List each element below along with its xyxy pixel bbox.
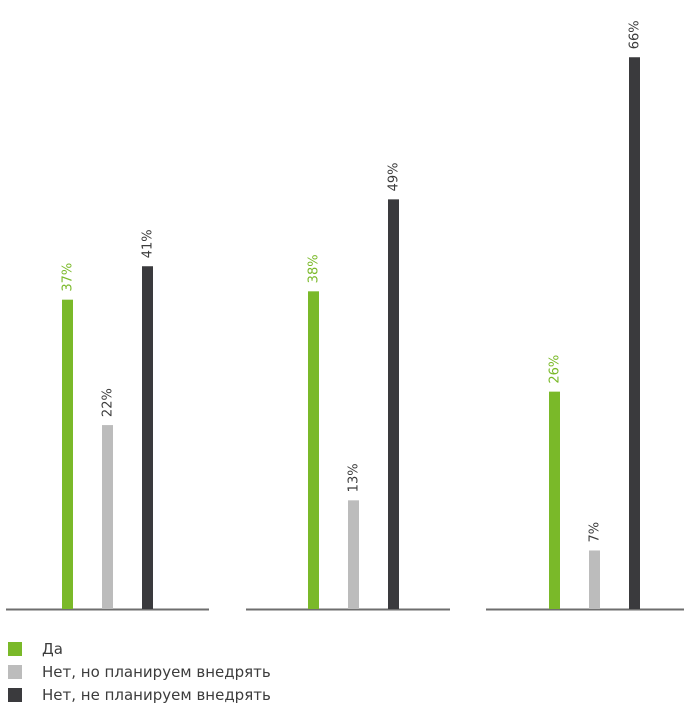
bar-group-1-not-planning	[142, 266, 153, 609]
data-label-group-2-yes: 38%	[307, 254, 322, 283]
data-label-group-3-planning: 7%	[588, 522, 603, 543]
bar-group-2-planning	[348, 500, 359, 609]
data-label-group-3-not-planning: 66%	[628, 20, 643, 49]
data-label-group-1-not-planning: 41%	[141, 229, 156, 258]
data-label-group-1-yes: 37%	[61, 263, 76, 292]
legend-item-yes: Да	[8, 638, 271, 660]
legend-label-yes: Да	[42, 640, 63, 658]
data-label-group-3-yes: 26%	[548, 355, 563, 384]
bar-group-2-not-planning	[388, 199, 399, 610]
legend: Да Нет, но планируем внедрять Нет, не пл…	[8, 638, 271, 707]
legend-swatch-not-planning	[8, 688, 22, 702]
legend-label-not-planning: Нет, не планируем внедрять	[42, 686, 271, 704]
legend-swatch-yes	[8, 642, 22, 656]
legend-swatch-planning	[8, 665, 22, 679]
bar-group-2-yes	[308, 291, 319, 609]
bar-group-3-yes	[549, 391, 560, 609]
bar-group-1-planning	[102, 425, 113, 609]
data-label-group-2-not-planning: 49%	[387, 162, 402, 191]
legend-item-not-planning: Нет, не планируем внедрять	[8, 684, 271, 706]
bar-group-3-not-planning	[629, 57, 640, 610]
bar-group-3-planning	[589, 550, 600, 609]
data-label-group-2-planning: 13%	[347, 463, 362, 492]
data-label-group-1-planning: 22%	[101, 388, 116, 417]
bar-group-1-yes	[62, 299, 73, 609]
legend-item-planning: Нет, но планируем внедрять	[8, 661, 271, 683]
legend-label-planning: Нет, но планируем внедрять	[42, 663, 271, 681]
